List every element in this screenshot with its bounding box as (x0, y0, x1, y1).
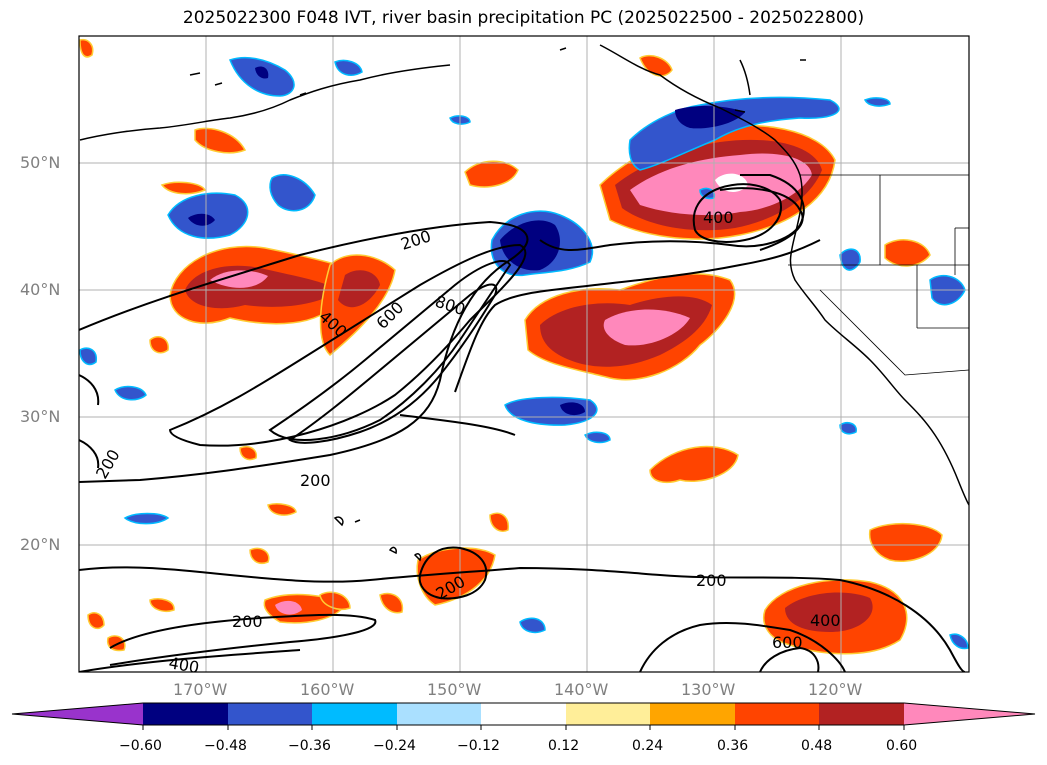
contour-label: 800 (433, 292, 468, 320)
ivt-contours (79, 174, 966, 672)
colorbar (11, 702, 1036, 730)
contour-label: 200 (696, 571, 727, 590)
contour-label: 200 (398, 226, 433, 254)
colorbar-segment (143, 703, 228, 725)
lon-label-120w: 120°W (808, 680, 863, 699)
colorbar-tick-label: −0.24 (373, 738, 416, 754)
colorbar-tick-label: 0.36 (717, 738, 749, 754)
contour-label: 200 (92, 446, 124, 482)
contour-label: 200 (300, 471, 331, 490)
contour-label: 400 (703, 208, 734, 227)
contour-label: 400 (810, 611, 841, 630)
colorbar-tick-label: −0.48 (204, 738, 247, 754)
colorbar-tick-label: 0.48 (801, 738, 833, 754)
gridlines (79, 36, 969, 672)
colorbar-segment (312, 703, 397, 725)
contour-label: 600 (772, 633, 803, 652)
lon-label-150w: 150°W (427, 680, 482, 699)
colorbar-ticks (142, 725, 905, 730)
lat-label-30n: 30°N (20, 407, 61, 426)
colorbar-segment (397, 703, 481, 725)
colorbar-tick-label: −0.12 (457, 738, 500, 754)
colorbar-segment (650, 703, 735, 725)
colorbar-tick-label: 0.60 (886, 738, 918, 754)
contour-label: 400 (167, 653, 200, 677)
map-frame (78, 35, 970, 673)
lat-label-50n: 50°N (20, 153, 61, 172)
colorbar-segment (566, 703, 650, 725)
colorbar-extend-low (12, 703, 143, 725)
colorbar-segment (819, 703, 904, 725)
lon-label-140w: 140°W (554, 680, 609, 699)
lat-label-40n: 40°N (20, 280, 61, 299)
colorbar-tick-label: −0.60 (119, 738, 162, 754)
lat-label-20n: 20°N (20, 535, 61, 554)
colorbar-tick-label: 0.12 (548, 738, 580, 754)
colorbar-segment (735, 703, 819, 725)
colorbar-segment (481, 703, 566, 725)
colorbar-extend-high (904, 703, 1035, 725)
lon-label-170w: 170°W (173, 680, 228, 699)
lon-label-130w: 130°W (681, 680, 736, 699)
contour-label: 200 (232, 612, 263, 631)
negative-precip-areas (79, 57, 969, 650)
colorbar-tick-label: −0.36 (288, 738, 331, 754)
map-content: 200 400 600 800 400 200 200 200 200 400 … (79, 36, 969, 677)
colorbar-segment (228, 703, 312, 725)
colorbar-tick-label: 0.24 (632, 738, 664, 754)
positive-precip-areas (79, 38, 943, 655)
map-title: 2025022300 F048 IVT, river basin precipi… (182, 8, 865, 28)
coastlines (79, 44, 969, 562)
political-borders (788, 174, 969, 376)
lon-label-160w: 160°W (300, 680, 355, 699)
